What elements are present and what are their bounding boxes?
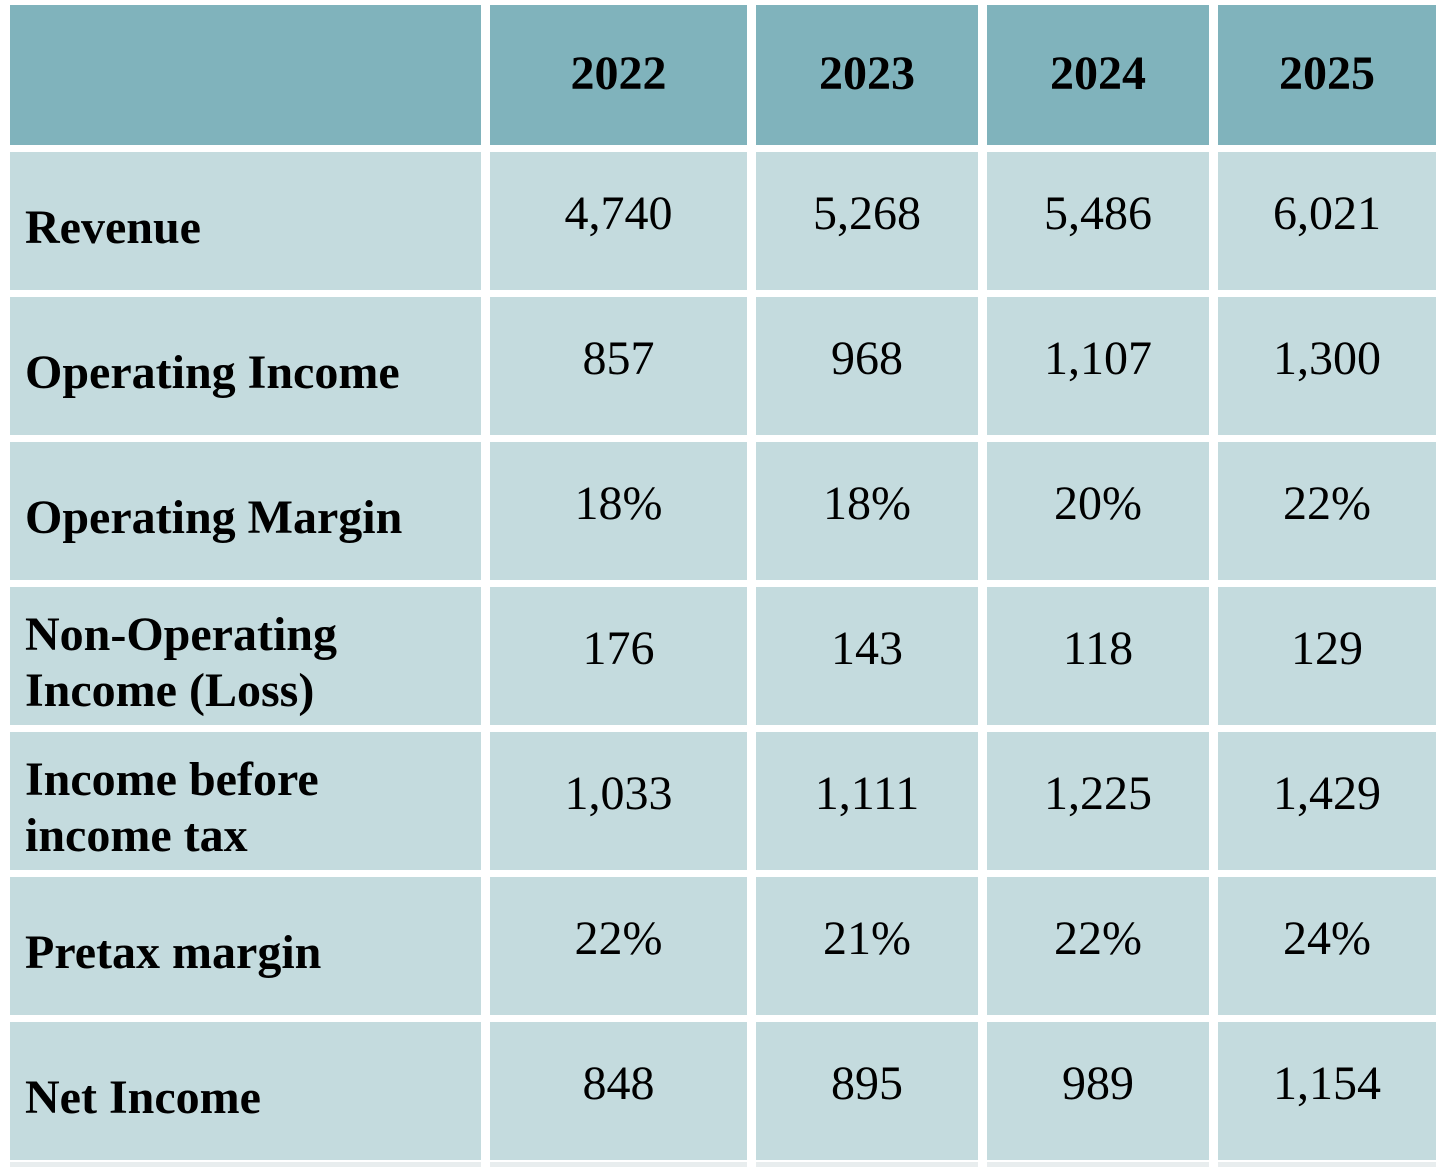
value-cell: 968 xyxy=(756,297,978,435)
value-cell: 129 xyxy=(1218,587,1436,725)
value-cell: 848 xyxy=(490,1022,747,1160)
value-cell: 5,486 xyxy=(987,152,1209,290)
value-cell: 1,111 xyxy=(756,732,978,870)
cropped-cell xyxy=(490,1162,747,1167)
value-cell: 1,300 xyxy=(1218,297,1436,435)
financial-summary-table: 2022 2023 2024 2025 Revenue 4,740 5,268 … xyxy=(10,5,1436,1160)
value-cell: 22% xyxy=(1218,442,1436,580)
value-cell: 1,154 xyxy=(1218,1022,1436,1160)
row-label-operating-income: Operating Income xyxy=(10,297,481,435)
cropped-bottom-row-sliver xyxy=(10,1162,1436,1167)
row-label-operating-margin: Operating Margin xyxy=(10,442,481,580)
value-cell: 143 xyxy=(756,587,978,725)
year-column-header: 2023 xyxy=(756,5,978,145)
value-cell: 4,740 xyxy=(490,152,747,290)
value-cell: 895 xyxy=(756,1022,978,1160)
value-cell: 857 xyxy=(490,297,747,435)
cropped-cell xyxy=(1218,1162,1436,1167)
value-cell: 20% xyxy=(987,442,1209,580)
year-column-header: 2025 xyxy=(1218,5,1436,145)
value-cell: 118 xyxy=(987,587,1209,725)
value-cell: 22% xyxy=(987,877,1209,1015)
row-label-net-income: Net Income xyxy=(10,1022,481,1160)
value-cell: 176 xyxy=(490,587,747,725)
value-cell: 18% xyxy=(490,442,747,580)
value-cell: 21% xyxy=(756,877,978,1015)
value-cell: 1,225 xyxy=(987,732,1209,870)
row-label-pretax-margin: Pretax margin xyxy=(10,877,481,1015)
row-label-revenue: Revenue xyxy=(10,152,481,290)
cropped-cell xyxy=(987,1162,1209,1167)
header-corner-cell xyxy=(10,5,481,145)
row-label-income-before-income-tax: Income before income tax xyxy=(10,732,481,870)
year-column-header: 2024 xyxy=(987,5,1209,145)
value-cell: 1,429 xyxy=(1218,732,1436,870)
value-cell: 24% xyxy=(1218,877,1436,1015)
row-label-non-operating-income: Non-Operating Income (Loss) xyxy=(10,587,481,725)
value-cell: 989 xyxy=(987,1022,1209,1160)
value-cell: 5,268 xyxy=(756,152,978,290)
value-cell: 1,107 xyxy=(987,297,1209,435)
cropped-cell xyxy=(756,1162,978,1167)
year-column-header: 2022 xyxy=(490,5,747,145)
value-cell: 6,021 xyxy=(1218,152,1436,290)
value-cell: 22% xyxy=(490,877,747,1015)
value-cell: 18% xyxy=(756,442,978,580)
value-cell: 1,033 xyxy=(490,732,747,870)
cropped-cell xyxy=(10,1162,481,1167)
